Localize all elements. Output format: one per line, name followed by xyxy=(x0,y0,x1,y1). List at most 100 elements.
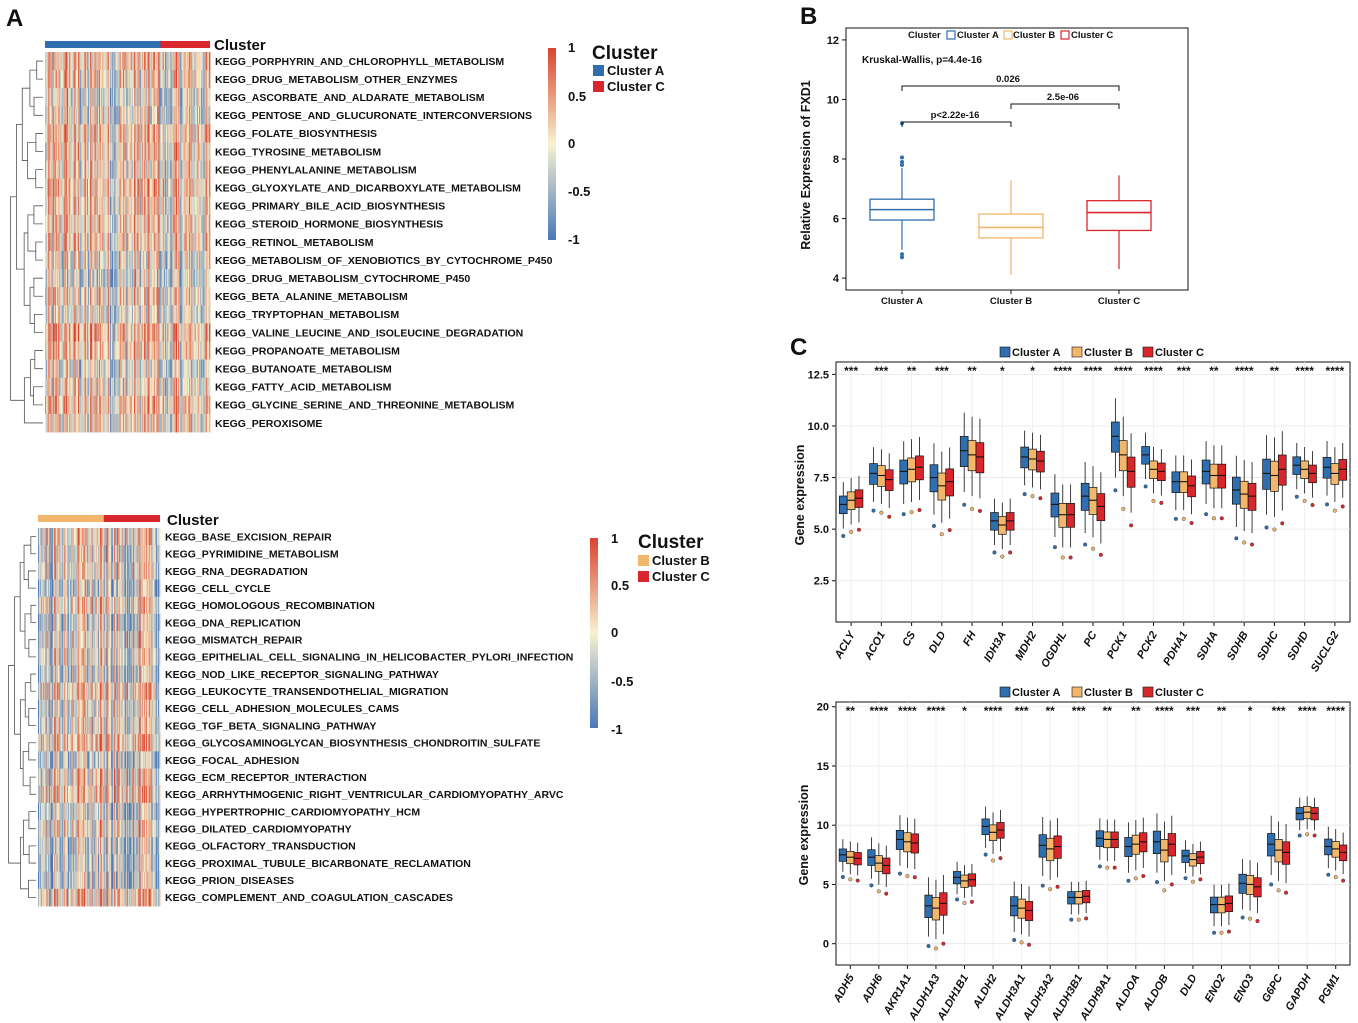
heatmap-cell xyxy=(162,269,165,288)
heatmap-cell xyxy=(151,717,153,735)
heatmap-cell xyxy=(156,232,158,252)
heatmap-cell xyxy=(49,323,51,342)
heatmap-cell xyxy=(97,341,100,361)
heatmap-cell xyxy=(73,269,76,288)
heatmap-cell xyxy=(46,232,48,252)
heatmap-cell xyxy=(50,341,52,361)
heatmap-cell xyxy=(60,528,62,546)
heatmap-cell xyxy=(83,596,85,615)
heatmap-cell xyxy=(181,395,183,415)
heatmap-cell xyxy=(101,359,103,379)
heatmap-cell xyxy=(162,52,165,71)
heatmap-cell xyxy=(134,665,136,684)
heatmap-cell xyxy=(113,232,115,252)
heatmap-cell xyxy=(182,377,184,397)
heatmap-cell xyxy=(168,269,170,288)
heatmap-cell xyxy=(140,269,143,288)
heatmap-cell xyxy=(102,413,104,433)
heatmap-cell xyxy=(46,70,48,89)
heatmap-cell xyxy=(122,305,124,324)
heatmap-cell xyxy=(38,699,40,718)
heatmap-cell xyxy=(58,88,60,107)
heatmap-cell xyxy=(166,251,168,270)
heatmap-cell xyxy=(185,124,188,143)
heatmap-cell xyxy=(52,251,55,270)
heatmap-cell xyxy=(205,287,208,306)
heatmap-cell xyxy=(163,52,166,71)
heatmap-cell xyxy=(125,613,127,632)
heatmap-cell xyxy=(68,341,70,361)
heatmap-cell xyxy=(74,613,76,632)
heatmap-cell xyxy=(90,106,92,125)
heatmap-cell xyxy=(126,106,128,125)
heatmap-cell xyxy=(90,359,92,379)
heatmap-cell xyxy=(44,751,46,769)
heatmap-cell xyxy=(51,528,53,546)
heatmap-cell xyxy=(135,323,137,342)
heatmap-cell xyxy=(142,178,145,198)
heatmap-cell xyxy=(119,88,122,107)
heatmap-cell xyxy=(196,178,199,198)
heatmap-cell xyxy=(48,579,50,598)
heatmap-cell xyxy=(46,665,48,684)
heatmap-cell xyxy=(78,232,80,252)
heatmap-cell xyxy=(144,665,146,684)
heatmap-cell xyxy=(128,665,130,684)
heatmap-cell xyxy=(156,287,158,306)
heatmap-cell xyxy=(61,545,63,563)
heatmap-cell xyxy=(82,613,84,632)
heatmap-cell xyxy=(75,70,78,89)
heatmap-cell xyxy=(69,341,71,361)
heatmap-cell xyxy=(174,305,177,324)
pathway-label: KEGG_TRYPTOPHAN_METABOLISM xyxy=(215,309,399,321)
heatmap-cell xyxy=(188,178,190,198)
heatmap-cell xyxy=(152,648,154,666)
heatmap-cell xyxy=(85,631,88,649)
heatmap-cell xyxy=(205,88,208,107)
heatmap-cell xyxy=(101,178,103,198)
heatmap-cell xyxy=(49,665,51,684)
heatmap-cell xyxy=(172,413,175,433)
heatmap-cell xyxy=(79,648,81,666)
heatmap-cell xyxy=(96,545,98,563)
heatmap-cell xyxy=(181,124,183,143)
heatmap-cell xyxy=(92,160,94,180)
heatmap-cell xyxy=(120,124,123,143)
heatmap-cell xyxy=(116,142,118,161)
heatmap-cell xyxy=(79,305,81,324)
heatmap-cell xyxy=(119,613,121,632)
heatmap-cell xyxy=(85,269,88,288)
heatmap-cell xyxy=(92,562,94,580)
heatmap-cell xyxy=(127,562,129,580)
heatmap-cell xyxy=(145,631,148,649)
heatmap-cell xyxy=(159,395,161,415)
heatmap-cell xyxy=(63,88,66,107)
heatmap-cell xyxy=(70,70,72,89)
heatmap-cell xyxy=(63,413,66,433)
heatmap-cell xyxy=(65,160,68,180)
pathway-label: KEGG_DRUG_METABOLISM_CYTOCHROME_P450 xyxy=(215,273,470,285)
heatmap-cell xyxy=(154,562,156,580)
heatmap-cell xyxy=(84,413,87,433)
heatmap-cell xyxy=(89,631,91,649)
heatmap-cell xyxy=(152,631,154,649)
heatmap-cell xyxy=(127,341,129,361)
heatmap-cell xyxy=(179,70,181,89)
heatmap-cell xyxy=(197,413,200,433)
heatmap-cell xyxy=(153,699,155,718)
heatmap-cell xyxy=(38,751,40,769)
heatmap-cell xyxy=(188,395,190,415)
heatmap-cell xyxy=(52,665,54,684)
heatmap-cell xyxy=(208,106,211,125)
heatmap-cell xyxy=(128,562,130,580)
heatmap-cell xyxy=(45,596,47,615)
heatmap-cell xyxy=(102,106,104,125)
heatmap-cell xyxy=(61,196,63,216)
heatmap-cell xyxy=(106,717,108,735)
heatmap-cell xyxy=(70,287,72,306)
heatmap-cell xyxy=(59,699,61,718)
heatmap-cell xyxy=(98,562,100,580)
heatmap-cell xyxy=(193,269,195,288)
heatmap-cell xyxy=(151,648,153,666)
heatmap-cell xyxy=(169,287,171,306)
